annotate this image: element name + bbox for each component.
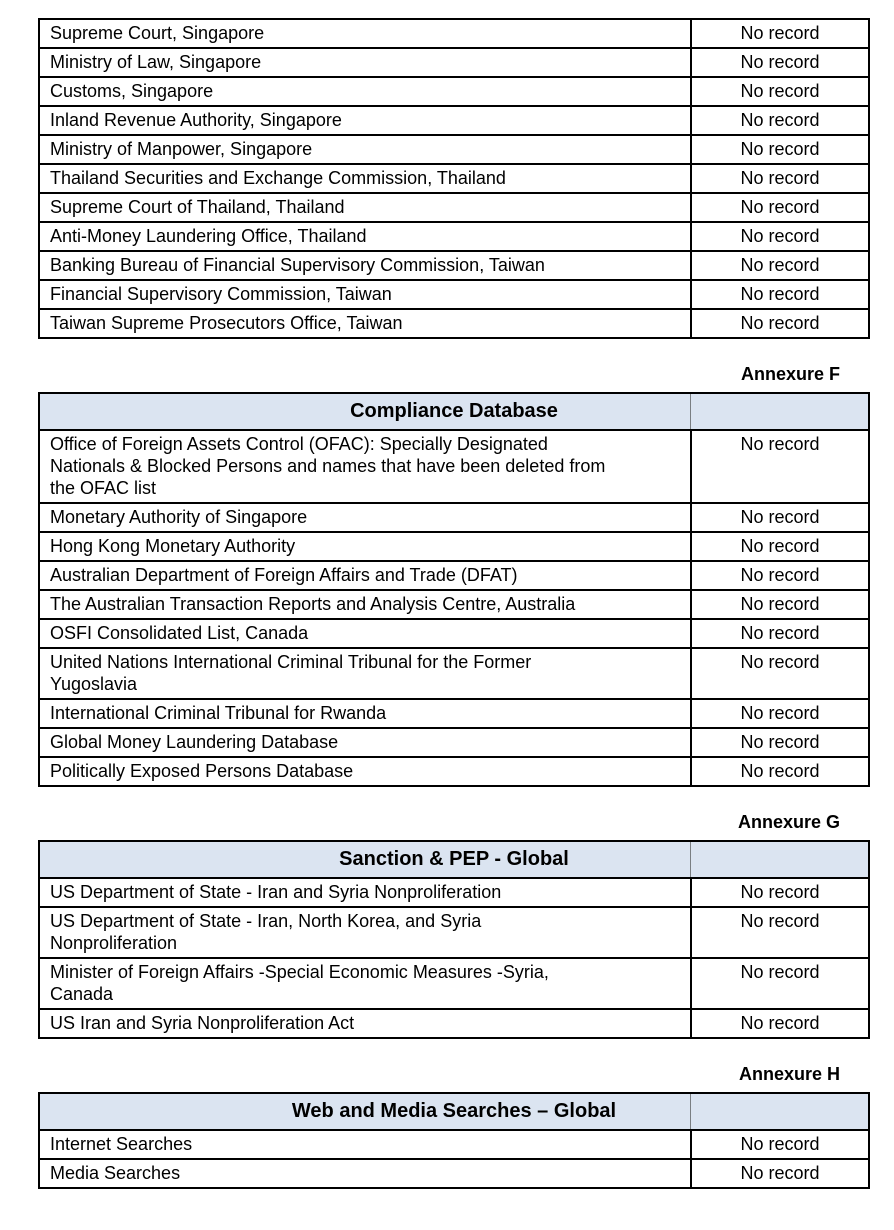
result-cell: No record — [690, 76, 870, 107]
result-cell: No record — [689, 429, 871, 504]
table-title: Web and Media Searches – Global — [38, 1092, 870, 1131]
result-cell: No record — [690, 1129, 870, 1160]
source-name-cell: Ministry of Law, Singapore — [38, 47, 692, 78]
table-title: Compliance Database — [37, 392, 871, 431]
table-title: Sanction & PEP - Global — [37, 840, 871, 879]
table-row: Global Money Laundering Database No reco… — [38, 727, 871, 758]
table-row: Ministry of Law, Singapore No record — [38, 47, 870, 78]
table-row: Customs, Singapore No record — [38, 76, 870, 107]
result-cell: No record — [689, 618, 871, 649]
table-row: Hong Kong Monetary Authority No record — [38, 531, 871, 562]
table-row: Ministry of Manpower, Singapore No recor… — [38, 134, 870, 165]
result-cell: No record — [690, 279, 870, 310]
table-row: Media Searches No record — [38, 1158, 870, 1189]
source-name-cell: Australian Department of Foreign Affairs… — [38, 560, 692, 591]
table-row: The Australian Transaction Reports and A… — [38, 589, 871, 620]
source-name-cell: Thailand Securities and Exchange Commiss… — [38, 163, 692, 194]
source-name-cell: Media Searches — [38, 1158, 692, 1189]
result-cell: No record — [690, 134, 870, 165]
source-name-cell: Minister of Foreign Affairs -Special Eco… — [38, 957, 692, 1010]
table-header-row: Web and Media Searches – Global — [38, 1092, 870, 1131]
table-header-row: Compliance Database — [37, 392, 871, 431]
source-name-cell: Supreme Court, Singapore — [38, 18, 692, 49]
result-cell: No record — [689, 957, 871, 1010]
table-row: Anti-Money Laundering Office, Thailand N… — [38, 221, 870, 252]
result-cell: No record — [689, 1008, 871, 1039]
source-name-cell: US Department of State - Iran and Syria … — [38, 877, 692, 908]
source-name-cell: OSFI Consolidated List, Canada — [38, 618, 692, 649]
annexure-f-label: Annexure F — [740, 364, 840, 384]
web-media-searches-table: Web and Media Searches – Global Internet… — [38, 1092, 870, 1189]
table-row: United Nations International Criminal Tr… — [38, 647, 871, 700]
source-name-cell: Taiwan Supreme Prosecutors Office, Taiwa… — [38, 308, 692, 339]
table-row: US Iran and Syria Nonproliferation Act N… — [38, 1008, 871, 1039]
source-name-cell: Financial Supervisory Commission, Taiwan — [38, 279, 692, 310]
source-name-cell: Supreme Court of Thailand, Thailand — [38, 192, 692, 223]
result-cell: No record — [690, 163, 870, 194]
source-name-cell: Politically Exposed Persons Database — [38, 756, 692, 787]
source-name-cell: Anti-Money Laundering Office, Thailand — [38, 221, 692, 252]
screening-results-table-continued: Supreme Court, Singapore No record Minis… — [38, 18, 870, 339]
source-name-cell: US Department of State - Iran, North Kor… — [38, 906, 692, 959]
result-cell: No record — [689, 531, 871, 562]
table-row: Monetary Authority of Singapore No recor… — [38, 502, 871, 533]
source-name-cell: Ministry of Manpower, Singapore — [38, 134, 692, 165]
annexure-h-label: Annexure H — [738, 1064, 840, 1084]
result-cell: No record — [689, 698, 871, 729]
result-cell: No record — [690, 18, 870, 49]
source-name-cell: Hong Kong Monetary Authority — [38, 531, 692, 562]
table-row: US Department of State - Iran, North Kor… — [38, 906, 871, 959]
table-row: Minister of Foreign Affairs -Special Eco… — [38, 957, 871, 1010]
table-row: Australian Department of Foreign Affairs… — [38, 560, 871, 591]
source-name-cell: Customs, Singapore — [38, 76, 692, 107]
result-cell: No record — [690, 308, 870, 339]
source-name-cell: Global Money Laundering Database — [38, 727, 692, 758]
result-cell: No record — [690, 192, 870, 223]
result-cell: No record — [689, 502, 871, 533]
table-row: Taiwan Supreme Prosecutors Office, Taiwa… — [38, 308, 870, 339]
result-cell: No record — [690, 105, 870, 136]
source-name-cell: Office of Foreign Assets Control (OFAC):… — [38, 429, 692, 504]
report-page: Supreme Court, Singapore No record Minis… — [37, 18, 871, 1189]
source-name-cell: Monetary Authority of Singapore — [38, 502, 692, 533]
table-row: Internet Searches No record — [38, 1129, 870, 1160]
sanction-pep-global-table: Sanction & PEP - Global US Department of… — [37, 840, 871, 1039]
source-name-cell: Internet Searches — [38, 1129, 692, 1160]
result-cell: No record — [689, 589, 871, 620]
table-row: Politically Exposed Persons Database No … — [38, 756, 871, 787]
result-cell: No record — [690, 250, 870, 281]
annexure-g-label: Annexure G — [737, 812, 840, 832]
table-row: OSFI Consolidated List, Canada No record — [38, 618, 871, 649]
result-cell: No record — [690, 47, 870, 78]
table-row: Office of Foreign Assets Control (OFAC):… — [38, 429, 871, 504]
result-cell: No record — [690, 221, 870, 252]
table-row: Supreme Court, Singapore No record — [38, 18, 870, 49]
source-name-cell: International Criminal Tribunal for Rwan… — [38, 698, 692, 729]
result-cell: No record — [689, 906, 871, 959]
table-row: Thailand Securities and Exchange Commiss… — [38, 163, 870, 194]
table-row: Banking Bureau of Financial Supervisory … — [38, 250, 870, 281]
source-name-cell: The Australian Transaction Reports and A… — [38, 589, 692, 620]
result-cell: No record — [689, 727, 871, 758]
table-row: Financial Supervisory Commission, Taiwan… — [38, 279, 870, 310]
source-name-cell: US Iran and Syria Nonproliferation Act — [38, 1008, 692, 1039]
source-name-cell: United Nations International Criminal Tr… — [38, 647, 692, 700]
result-cell: No record — [690, 1158, 870, 1189]
table-row: US Department of State - Iran and Syria … — [38, 877, 871, 908]
result-cell: No record — [689, 756, 871, 787]
source-name-cell: Banking Bureau of Financial Supervisory … — [38, 250, 692, 281]
source-name-cell: Inland Revenue Authority, Singapore — [38, 105, 692, 136]
table-row: International Criminal Tribunal for Rwan… — [38, 698, 871, 729]
result-cell: No record — [689, 560, 871, 591]
result-cell: No record — [689, 877, 871, 908]
compliance-database-table: Compliance Database Office of Foreign As… — [37, 392, 871, 787]
table-row: Supreme Court of Thailand, Thailand No r… — [38, 192, 870, 223]
result-cell: No record — [689, 647, 871, 700]
table-header-row: Sanction & PEP - Global — [37, 840, 871, 879]
table-row: Inland Revenue Authority, Singapore No r… — [38, 105, 870, 136]
